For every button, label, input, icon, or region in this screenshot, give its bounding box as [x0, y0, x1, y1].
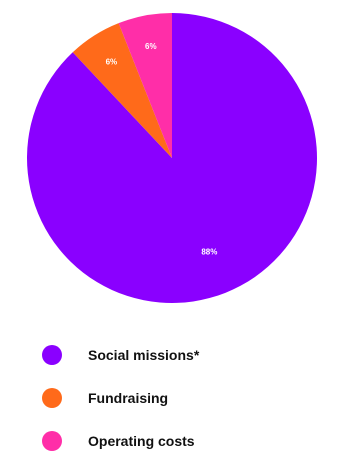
- pie-slice-fundraising: [72, 23, 172, 159]
- pie-slice-social-missions: [26, 13, 317, 303]
- slice-label-social-missions: 88%: [201, 247, 217, 256]
- legend-label-fundraising: Fundraising: [88, 390, 169, 406]
- legend-swatch-social-missions: [42, 345, 62, 365]
- legend-swatch-operating-costs: [42, 431, 62, 451]
- legend-item-operating-costs: Operating costs: [42, 430, 322, 452]
- slice-label-operating-costs: 6%: [145, 42, 157, 51]
- legend-item-fundraising: Fundraising: [42, 387, 322, 409]
- legend-item-social-missions: Social missions*: [42, 344, 322, 366]
- legend-label-social-missions: Social missions*: [88, 347, 200, 363]
- pie-chart: 88% 6% 6%: [26, 13, 317, 303]
- pie-slice-operating-costs: [118, 13, 172, 158]
- chart-legend: Social missions* Fundraising Operating c…: [42, 344, 322, 473]
- pie-chart-svg: 88% 6% 6%: [26, 13, 317, 303]
- legend-swatch-fundraising: [42, 388, 62, 408]
- slice-label-fundraising: 6%: [106, 58, 118, 67]
- legend-label-operating-costs: Operating costs: [88, 433, 195, 449]
